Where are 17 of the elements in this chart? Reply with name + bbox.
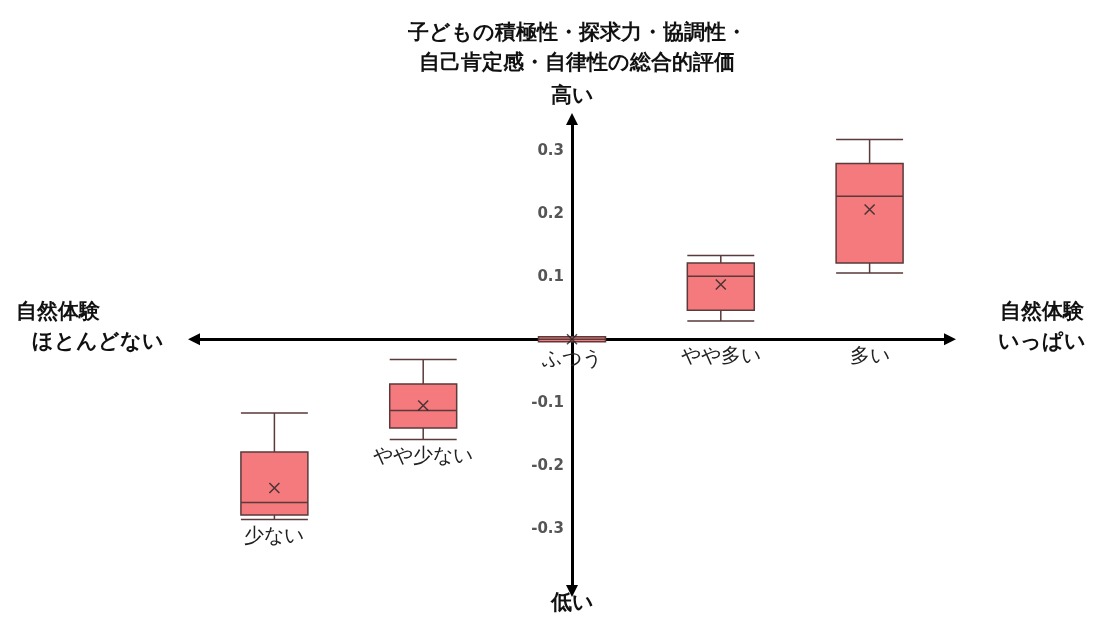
y-tick-label: -0.3 bbox=[531, 519, 564, 538]
y-tick-label: -0.2 bbox=[531, 456, 564, 475]
chart-title: 子どもの積極性・探求力・協調性・自己肯定感・自律性の総合的評価 bbox=[406, 20, 747, 74]
x-tick-label: やや多い bbox=[680, 343, 761, 368]
text: ほとんどない bbox=[32, 328, 164, 353]
y-tick-label: 0.2 bbox=[537, 204, 564, 223]
x-tick-label: 少ない bbox=[244, 523, 305, 548]
text: 自然体験 bbox=[16, 298, 101, 323]
text: いっぱい bbox=[998, 328, 1086, 353]
y-tick-label: 0.1 bbox=[537, 267, 564, 286]
text: 低い bbox=[549, 589, 594, 614]
y-tick-label: 0.3 bbox=[537, 141, 564, 160]
x-tick-label: 多い bbox=[849, 343, 890, 368]
y-tick-label: -0.1 bbox=[531, 393, 564, 412]
text: 自然体験 bbox=[1000, 298, 1085, 323]
text: 高い bbox=[550, 82, 594, 107]
x-tick-label: やや少ない bbox=[373, 443, 474, 468]
